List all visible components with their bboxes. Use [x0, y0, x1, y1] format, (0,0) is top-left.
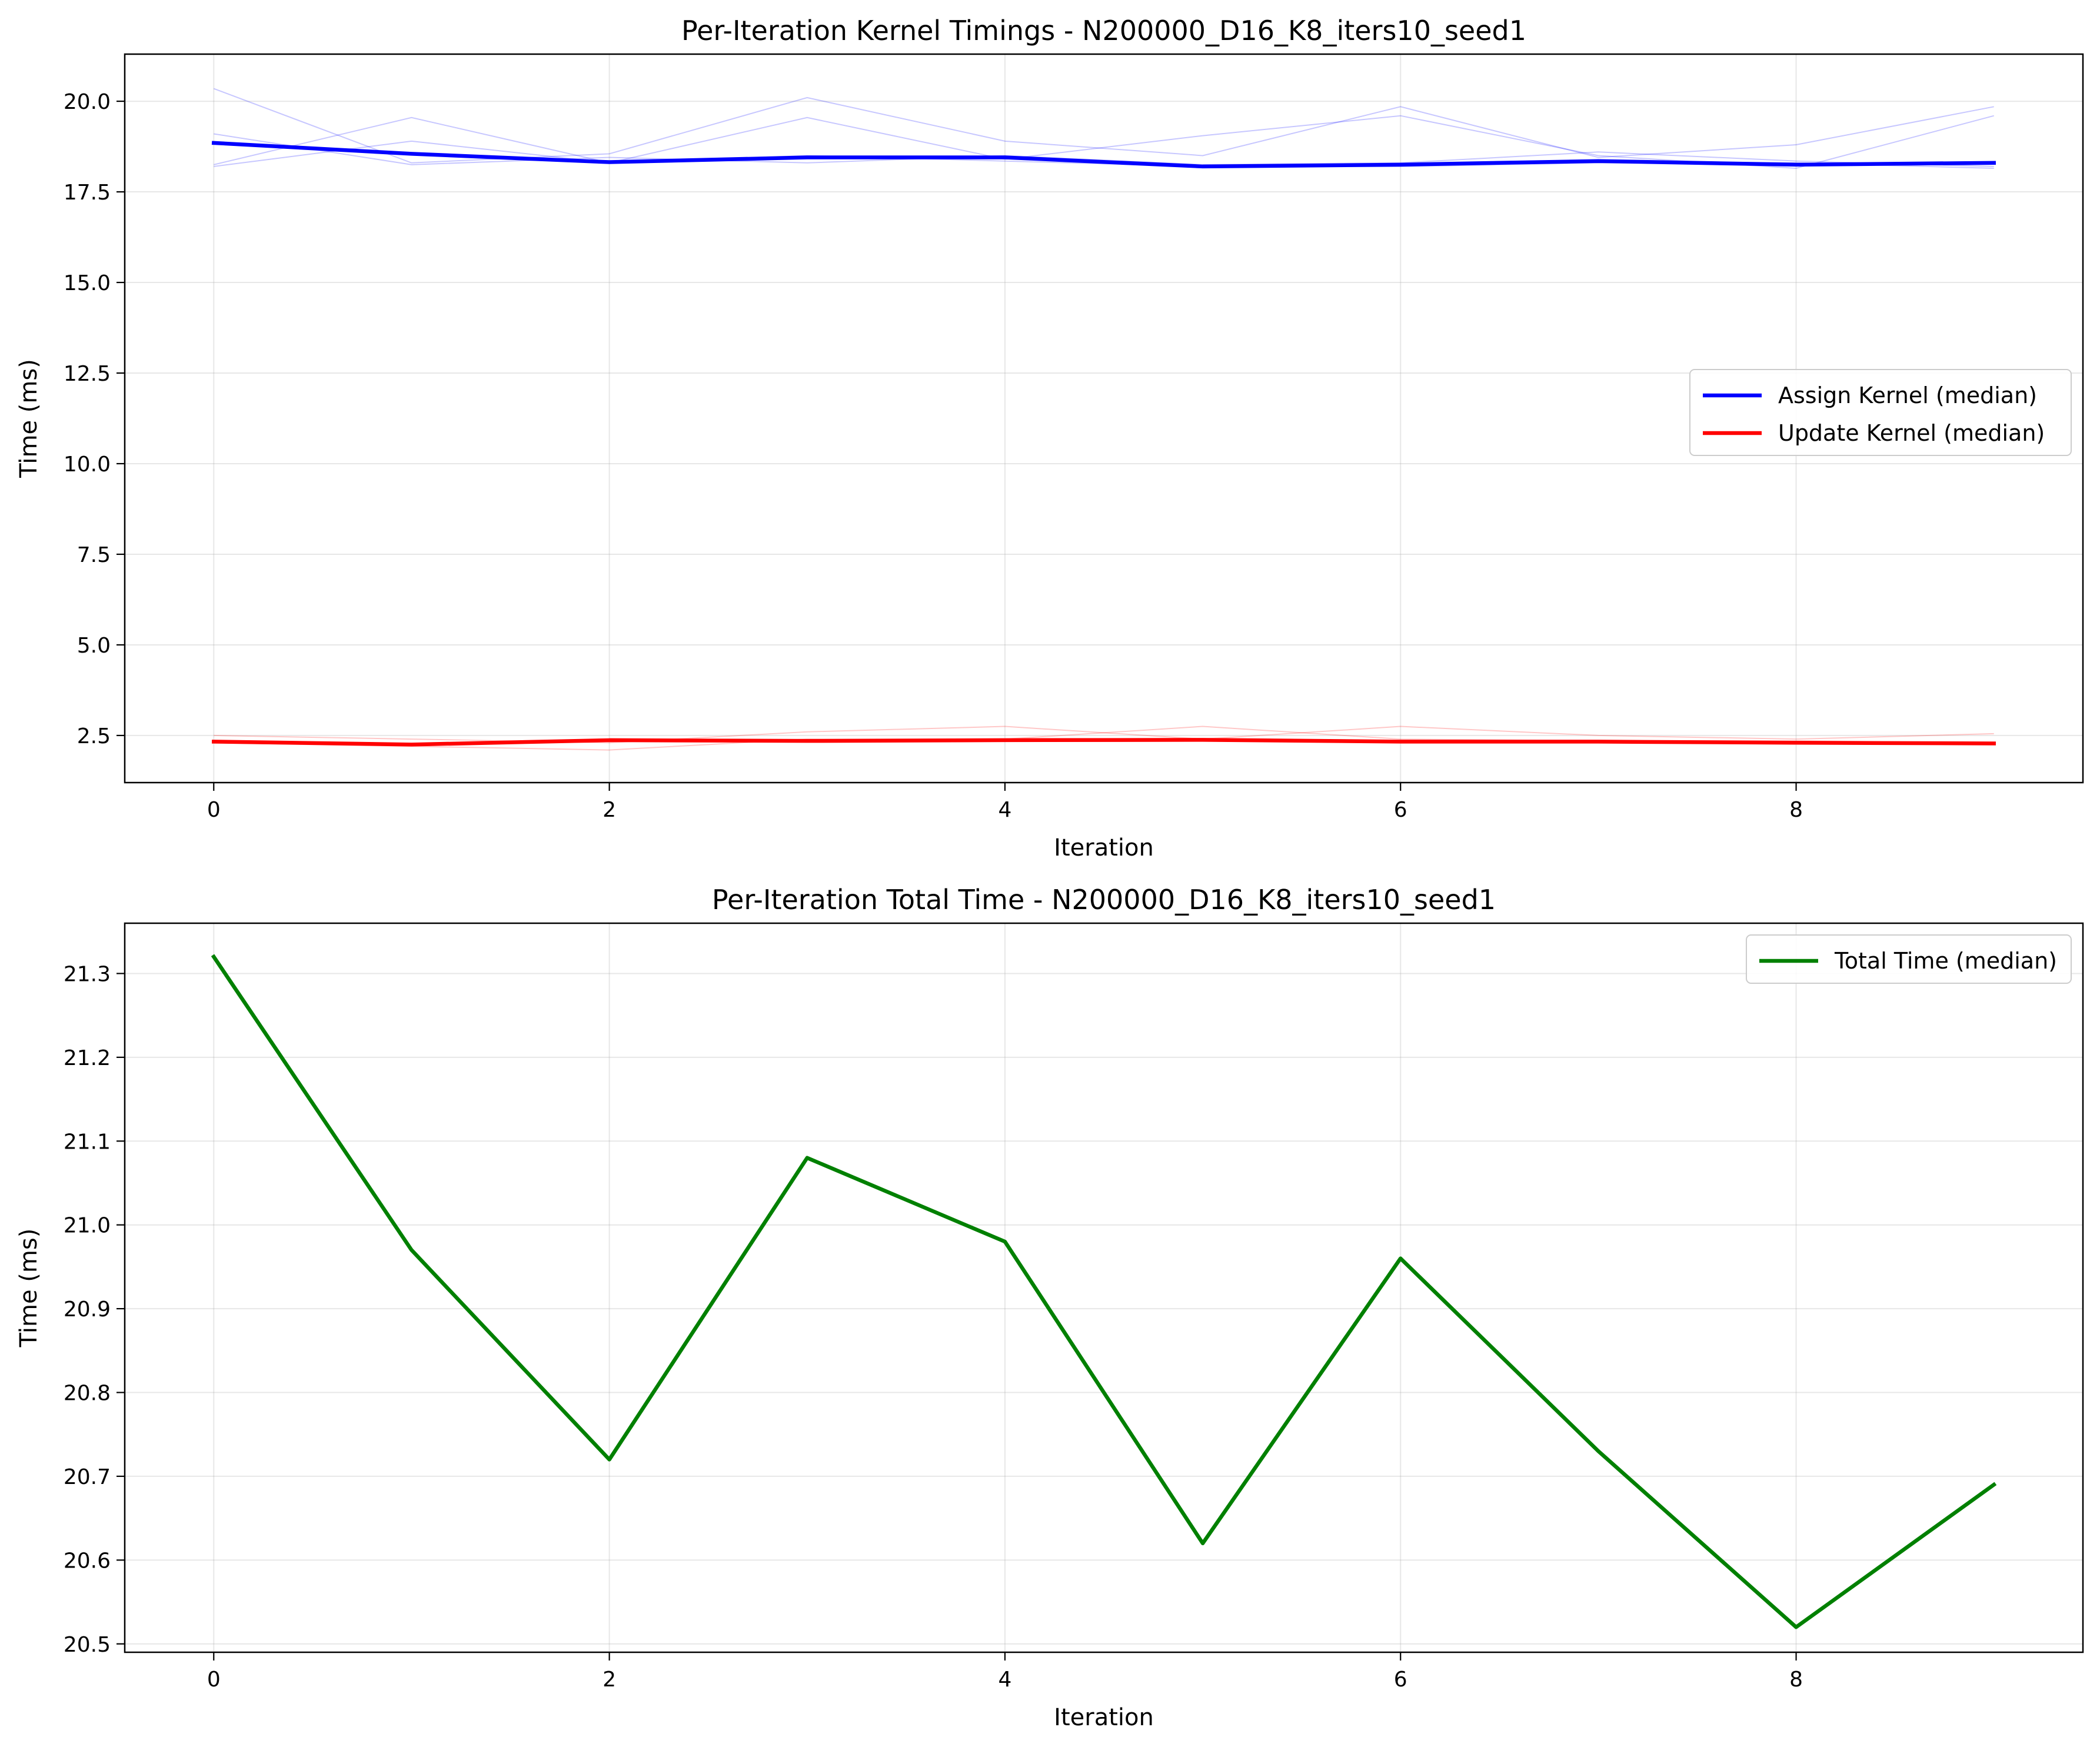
x-tick-label: 8 — [1789, 798, 1803, 822]
y-tick-label: 21.2 — [64, 1046, 111, 1070]
y-tick-label: 20.6 — [64, 1549, 111, 1573]
grid — [125, 923, 2083, 1652]
run-line-1 — [213, 88, 1994, 164]
legend-label: Total Time (median) — [1834, 948, 2057, 974]
legend: Total Time (median) — [1746, 934, 2072, 984]
y-axis-label: Time (ms) — [15, 359, 42, 478]
series-line-total-time-median — [211, 954, 1997, 1629]
y-tick-label: 10.0 — [64, 452, 111, 477]
series-line-update-kernel-median — [211, 738, 1996, 747]
x-axis-label: Iteration — [1054, 1704, 1154, 1731]
y-tick-label: 20.9 — [64, 1297, 111, 1322]
chart-panel-1: 0 2 4 6 8 2.5 5.0 7.5 10.0 12.5 15.0 17.5 20.0 Per-It… — [15, 15, 2084, 861]
y-tick-label: 21.1 — [64, 1130, 111, 1154]
plot-area — [211, 88, 1996, 751]
y-axis-label: Time (ms) — [15, 1229, 42, 1348]
x-tick-label: 4 — [998, 1668, 1011, 1692]
y-tick-label: 7.5 — [77, 543, 111, 567]
y-tick-label: 17.5 — [64, 181, 111, 205]
axes-frame — [124, 53, 2084, 784]
x-tick-label: 2 — [603, 1668, 616, 1692]
chart-panel-2: 0 2 4 6 8 20.5 20.6 20.7 20.8 20.9 21.0 21.1 21.2 21.… — [15, 884, 2084, 1731]
y-tick-label: 15.0 — [64, 271, 111, 295]
plot-area — [211, 954, 1997, 1629]
y-tick-label: 20.7 — [64, 1465, 111, 1489]
y-tick-label: 20.8 — [64, 1382, 111, 1406]
axes-frame — [124, 922, 2084, 1653]
y-tick-label: 21.0 — [64, 1214, 111, 1238]
legend: Assign Kernel (median) Update Kernel (med… — [1689, 369, 2072, 456]
chart-title: Per-Iteration Kernel Timings - N200000_D… — [681, 15, 1526, 46]
x-tick-label: 2 — [603, 798, 616, 822]
legend-label: Update Kernel (median) — [1778, 420, 2045, 446]
y-tick-label: 12.5 — [64, 362, 111, 386]
x-tick-label: 0 — [207, 798, 221, 822]
x-tick-label: 0 — [207, 1668, 221, 1692]
y-tick-label: 2.5 — [77, 724, 111, 748]
x-tick-label: 6 — [1394, 1668, 1407, 1692]
x-tick-label: 4 — [998, 798, 1011, 822]
legend-frame — [1746, 934, 2072, 984]
x-axis-label: Iteration — [1054, 834, 1154, 861]
y-tick-label: 20.0 — [64, 90, 111, 114]
y-tick-label: 5.0 — [77, 634, 111, 658]
x-tick-label: 8 — [1789, 1668, 1803, 1692]
legend-frame — [1689, 369, 2072, 456]
series-line-assign-kernel-median — [211, 141, 1996, 169]
y-tick-label: 20.5 — [64, 1633, 111, 1657]
legend-label: Assign Kernel (median) — [1778, 382, 2037, 408]
chart-title: Per-Iteration Total Time - N200000_D16_K… — [712, 884, 1496, 916]
y-tick-label: 21.3 — [64, 962, 111, 986]
x-tick-label: 6 — [1394, 798, 1407, 822]
